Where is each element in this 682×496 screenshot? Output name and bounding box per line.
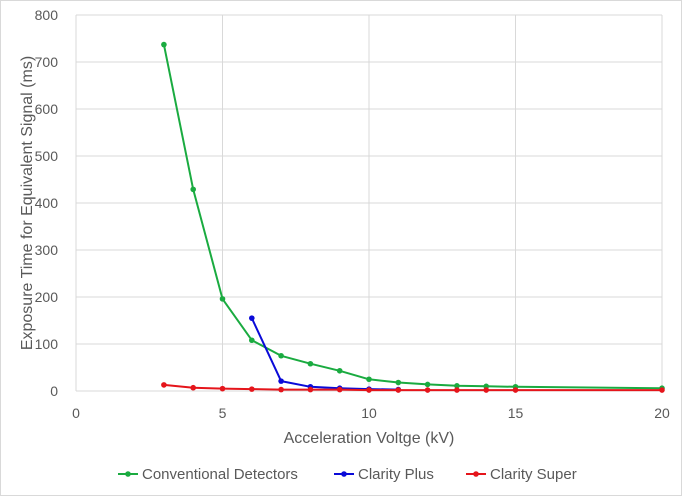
data-point [366,376,372,383]
legend-item: Clarity Plus [334,466,434,483]
y-tick-label: 500 [35,148,59,164]
data-point [278,386,284,393]
legend-swatch-marker [125,471,131,477]
tick-labels: 0 100 200 300 400 500 600 700 800 0 5 10 15 20 [35,7,670,421]
series-line [163,383,662,392]
y-tick-label: 100 [35,336,59,352]
y-tick-label: 300 [35,242,59,258]
data-point [307,360,314,367]
y-tick-label: 200 [35,289,59,305]
legend-item: Conventional Detectors [118,466,298,483]
data-point [307,386,314,393]
data-point [161,382,167,388]
x-tick-label: 5 [219,405,227,421]
y-axis-title: Exposure Time for Equivalent Signal (ms) [19,56,36,350]
data-point [454,387,460,393]
data-point [454,383,460,389]
data-point [395,379,402,386]
data-point [424,387,431,393]
y-tick-label: 600 [35,101,59,117]
legend: Conventional Detectors Clarity Plus Clarit… [118,466,577,483]
data-point [336,367,343,374]
y-tick-label: 400 [35,195,59,211]
data-point [249,386,255,392]
data-point [424,381,431,388]
legend-label: Clarity Super [490,466,577,483]
x-tick-label: 15 [508,405,524,421]
data-point [190,384,196,391]
data-point [278,378,284,384]
x-axis-title: Acceleration Voltge (kV) [284,430,455,447]
series-line [250,317,399,391]
data-point [659,387,665,393]
series-conventional-detectors [161,41,665,391]
data-point [249,337,255,344]
legend-item: Clarity Super [466,466,577,483]
x-tick-label: 0 [72,405,80,421]
data-point [336,386,343,393]
data-point [219,296,226,302]
data-point [366,387,372,393]
data-point [512,387,519,393]
legend-swatch-marker [473,471,479,477]
gridlines [76,14,663,391]
data-point [219,385,226,392]
data-point [190,186,196,193]
legend-label: Conventional Detectors [142,466,298,483]
legend-label: Clarity Plus [358,466,434,483]
data-point [249,315,255,321]
series-clarity-super [161,382,665,393]
y-tick-label: 800 [35,7,59,23]
legend-swatch-marker [341,471,347,477]
y-tick-label: 700 [35,54,59,70]
data-point [278,352,284,359]
x-tick-label: 10 [361,405,377,421]
data-point [395,387,402,393]
data-series [161,41,665,393]
x-tick-label: 20 [654,405,670,421]
y-tick-label: 0 [50,383,58,399]
series-line [162,44,663,390]
data-point [483,387,490,393]
data-point [161,41,167,48]
